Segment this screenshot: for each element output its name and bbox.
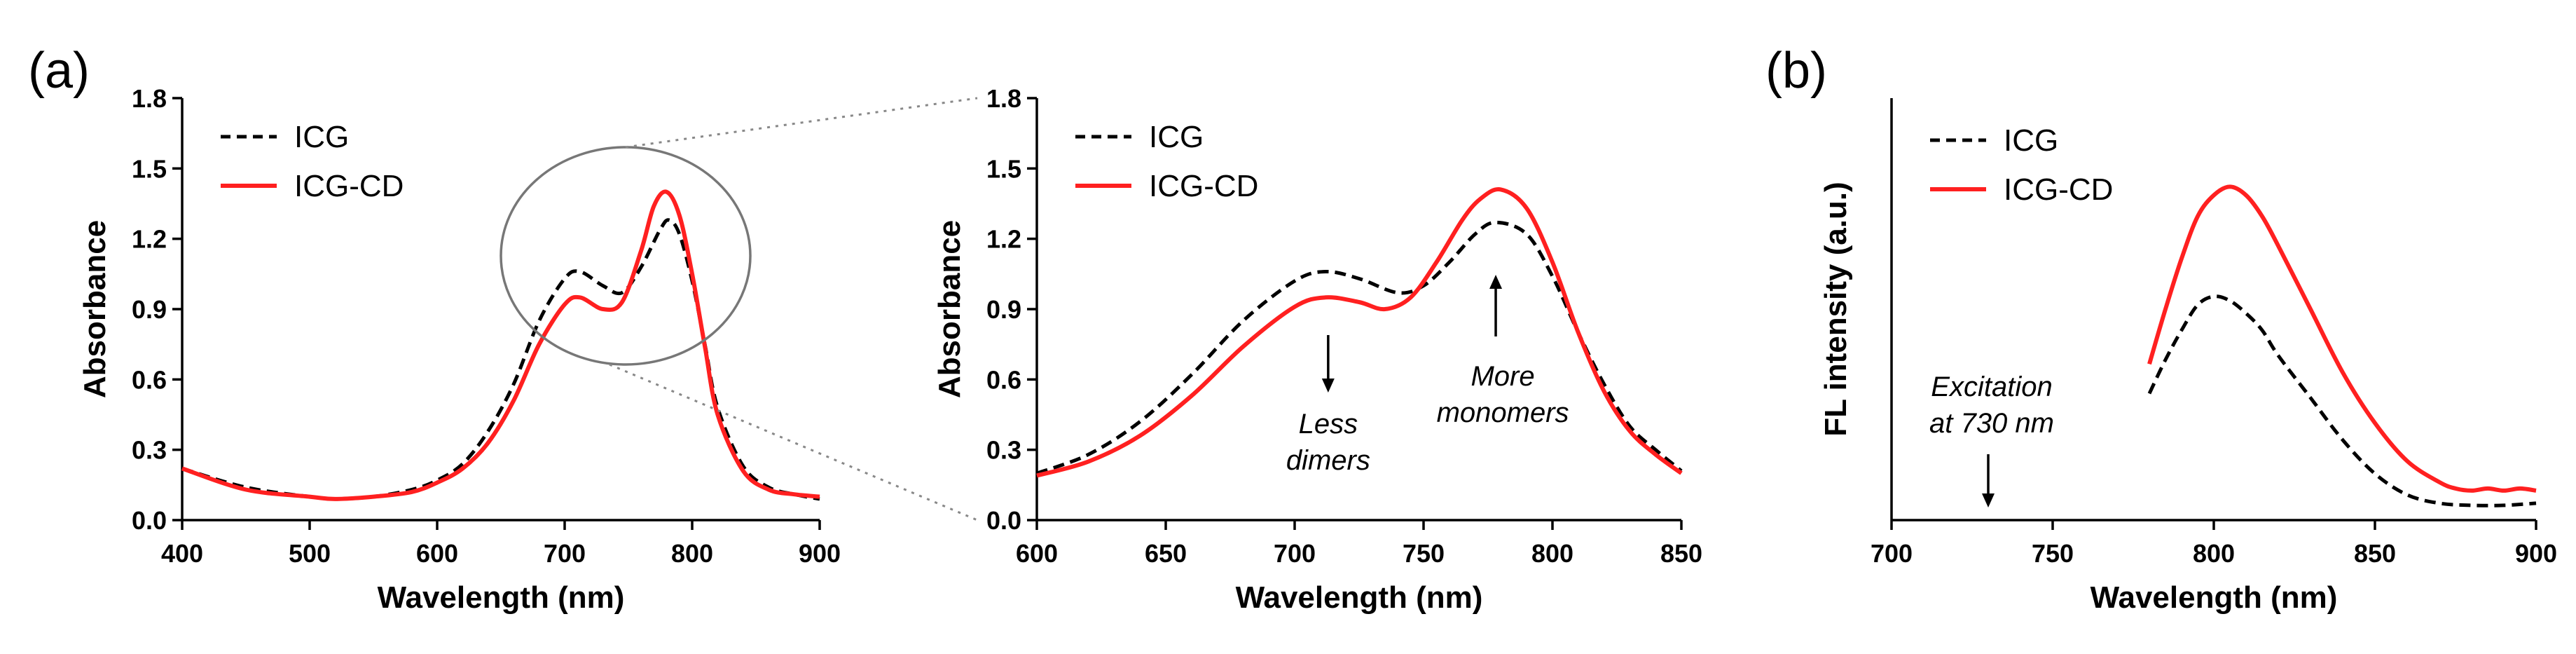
y-tick-label: 0.9 [986, 295, 1021, 324]
series-line-icg-cd [181, 189, 820, 501]
x-tick-label: 850 [1660, 539, 1702, 568]
legend-label: ICG [1149, 120, 1204, 154]
x-tick-label: 800 [671, 539, 713, 568]
legend-label: ICG [294, 120, 349, 154]
y-axis-title: Absorbance [78, 220, 112, 398]
y-tick-label: 0.0 [132, 506, 167, 535]
y-tick-label: 0.6 [986, 365, 1021, 394]
y-tick-label: 1.2 [986, 225, 1021, 254]
chart-a-zoom: 600 650 700 750 800 850 0.0 0.3 0.6 0.9 1.2 1.5 1.8 W… [932, 84, 1702, 615]
x-axis-title: Wavelength (nm) [2091, 580, 2338, 615]
annotation-text: More [1470, 361, 1534, 392]
x-tick-label: 900 [799, 539, 841, 568]
series-line-icg [1036, 220, 1683, 475]
arrow-head [1489, 275, 1503, 289]
zoom-overlay [500, 97, 978, 522]
legend-label: ICG-CD [1149, 169, 1258, 203]
chart-b-fl: 700 750 800 850 900 Wavelength (nm) FL intensi… [1819, 98, 2557, 615]
y-tick-label: 0.6 [132, 365, 167, 394]
x-tick-label: 600 [416, 539, 458, 568]
y-tick-label: 0.0 [986, 506, 1021, 535]
y-axis-title: FL intensity (a.u.) [1819, 182, 1853, 436]
x-tick-label: 900 [2515, 539, 2557, 568]
annotation-text: at 730 nm [1929, 408, 2054, 439]
zoom-ellipse [500, 146, 752, 366]
x-tick-label: 800 [2193, 539, 2235, 568]
x-tick-label: 700 [1871, 539, 1913, 568]
panel-label-a: (a) [28, 43, 90, 99]
y-tick-label: 0.3 [132, 436, 167, 465]
y-tick-label: 0.9 [132, 295, 167, 324]
panel-label-b: (b) [1765, 43, 1827, 99]
x-tick-label: 400 [161, 539, 203, 568]
annotation-text: Less [1299, 409, 1358, 440]
x-axis-title: Wavelength (nm) [378, 580, 625, 615]
arrow-head [1321, 379, 1335, 393]
x-axis-title: Wavelength (nm) [1236, 580, 1483, 615]
zoom-connector-bottom [609, 363, 978, 522]
x-tick-label: 750 [1403, 539, 1445, 568]
annotation-text: monomers [1437, 397, 1569, 428]
x-tick-label: 650 [1145, 539, 1187, 568]
y-axis-title: Absorbance [932, 220, 967, 398]
annotation-text: dimers [1286, 445, 1370, 476]
x-tick-label: 800 [1531, 539, 1573, 568]
legend-label: ICG [2004, 123, 2058, 158]
series-line-icg [2147, 294, 2537, 507]
series-line-icg-cd [1036, 187, 1683, 478]
x-tick-label: 700 [1274, 539, 1316, 568]
legend-label: ICG-CD [294, 169, 404, 203]
zoom-connector-top [625, 97, 978, 149]
y-tick-label: 1.5 [986, 154, 1021, 183]
x-tick-label: 850 [2354, 539, 2396, 568]
series-line-icg-cd [2147, 184, 2537, 493]
x-tick-label: 600 [1016, 539, 1058, 568]
annotation-text: Excitation [1931, 372, 2052, 402]
x-tick-label: 500 [289, 539, 331, 568]
chart-a-full: 400 500 600 700 800 900 0.0 0.3 0.6 0.9 1.2 1.5 1.8 W… [78, 84, 841, 615]
legend-label: ICG-CD [2004, 172, 2113, 207]
y-tick-label: 1.8 [986, 84, 1021, 113]
arrow-head [1982, 493, 1995, 507]
y-tick-label: 0.3 [986, 436, 1021, 465]
x-tick-label: 700 [544, 539, 586, 568]
y-tick-label: 1.5 [132, 154, 167, 183]
x-tick-label: 750 [2032, 539, 2074, 568]
y-tick-label: 1.8 [132, 84, 167, 113]
y-tick-label: 1.2 [132, 225, 167, 254]
